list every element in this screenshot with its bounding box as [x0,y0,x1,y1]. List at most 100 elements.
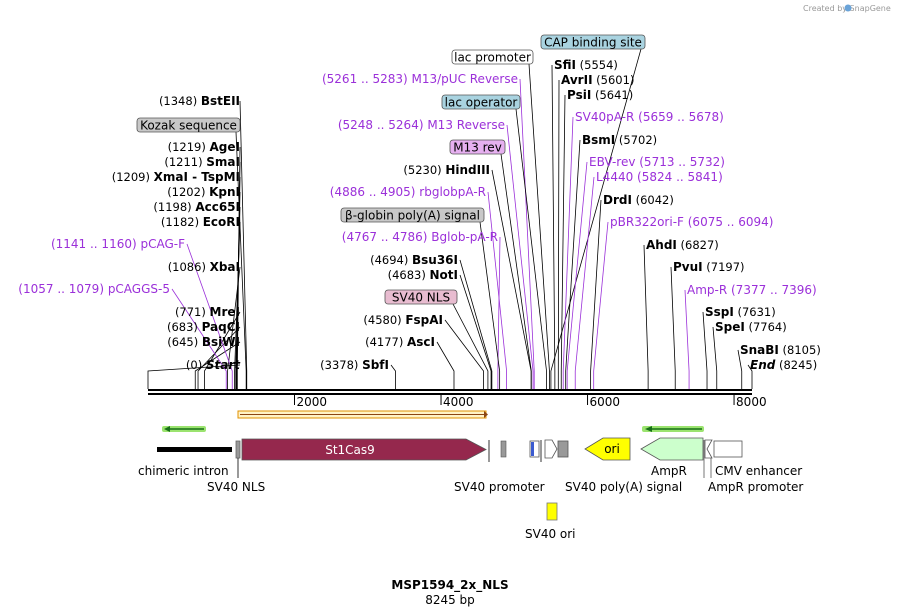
feature-box[interactable] [451,49,534,65]
enzyme-position: (1211) [164,155,206,169]
enzyme-sfii[interactable]: SfiI (5554) [554,58,618,72]
primer-position: (4886 .. 4905) [330,185,420,199]
enzyme-name: NotI [430,268,459,282]
enzyme-asci[interactable]: (4177) AscI [365,335,435,349]
st1cas9-feature[interactable]: St1Cas9 [241,438,487,461]
enzyme-xbai[interactable]: (1086) XbaI [168,260,240,274]
leader-lac-operator [515,108,547,389]
feature-label: SV40 NLS [392,291,450,305]
feature-lac-operator[interactable]: lac operator [441,94,521,110]
feature-box[interactable] [384,289,458,305]
ampr-feature[interactable]: AmpR CMV enhancer AmpR promoter [640,426,803,494]
enzyme-ecori[interactable]: (1182) EcoRI [161,215,240,229]
enzyme-bsu36i[interactable]: (4694) Bsu36I [370,253,458,267]
sv40-promoter-arrow[interactable] [544,439,558,459]
enzyme-name: SpeI [715,320,745,334]
enzyme-snabi[interactable]: SnaBI (8105) [740,343,821,357]
primer-m13-reverse[interactable]: (5248 .. 5264) M13 Reverse [338,118,505,132]
sv40-nls-feature[interactable]: SV40 NLS [207,440,265,494]
feature-kozak-sequence[interactable]: Kozak sequence [136,117,241,133]
ampr-arrow[interactable] [640,437,704,461]
enzyme-start[interactable]: (0) Start [186,358,241,372]
sv40-ori-box[interactable] [546,502,558,521]
enzyme-pvui[interactable]: PvuI (7197) [673,260,745,274]
sv40-promoter-feature[interactable]: SV40 promoter SV40 poly(A) signal [454,439,682,494]
primer-bglob-pa-r[interactable]: (4767 .. 4786) Bglob-pA-R [342,230,498,244]
ori-arrow[interactable] [584,437,631,461]
leader-paqci [197,326,241,389]
sv40-ori-feature[interactable]: SV40 ori [525,502,576,541]
sv40-nls-box[interactable] [235,440,241,459]
st1cas9-label: St1Cas9 [325,443,375,457]
feature-sv40-nls[interactable]: SV40 NLS [384,289,458,305]
left-arrow-icon [645,426,652,432]
enzyme-drdi[interactable]: DrdI (6042) [603,193,674,207]
primer-amp-r[interactable]: Amp-R (7377 .. 7396) [687,283,817,297]
enzyme-bsmi[interactable]: BsmI (5702) [582,133,657,147]
enzyme-position: (3378) [320,358,362,372]
enzyme-kpni[interactable]: (1202) KpnI [167,185,240,199]
enzyme-position: (1198) [153,200,195,214]
enzyme-ahdi[interactable]: AhdI (6827) [646,238,719,252]
enzyme-hindiii[interactable]: (5230) HindIII [403,163,490,177]
leader-m13-puc-reverse [519,78,535,389]
primer-rbglobpa-r[interactable]: (4886 .. 4905) rbglobpA-R [330,185,486,199]
enzyme-xmai-tspmi[interactable]: (1209) XmaI - TspMI [112,170,240,184]
feature-cap-binding-site[interactable]: CAP binding site [540,34,646,50]
feature-globin-poly-a-signal[interactable]: β-globin poly(A) signal [340,207,485,223]
feature-lac-promoter[interactable]: lac promoter [451,49,534,65]
ori-feature[interactable]: ori [584,437,631,461]
lac-box[interactable] [529,440,540,458]
feature-box[interactable] [136,117,241,133]
enzyme-bsiwi[interactable]: (645) BsiWI [167,335,240,349]
feature-box[interactable] [449,139,506,155]
enzyme-psii[interactable]: PsiI (5641) [567,88,633,102]
primer-ebv-rev[interactable]: EBV-rev (5713 .. 5732) [589,155,725,169]
sv40-polya-box[interactable] [557,440,569,458]
primer-m13-puc-reverse[interactable]: (5261 .. 5283) M13/pUC Reverse [322,72,518,86]
st1cas9-arrow[interactable] [241,438,487,461]
enzyme-spei[interactable]: SpeI (7764) [715,320,787,334]
enzyme-avrii[interactable]: AvrII (5601) [561,73,634,87]
beta-globin-polya-box[interactable] [500,440,507,458]
feature-box[interactable] [540,34,646,50]
enzyme-smai[interactable]: (1211) SmaI [164,155,240,169]
feature-box[interactable] [441,94,521,110]
feature-m13-rev[interactable]: M13 rev [449,139,506,155]
enzyme-fspai[interactable]: (4580) FspAI [363,313,443,327]
primer-position: (5659 .. 5678) [634,110,724,124]
ampr-promoter-arrow[interactable] [704,439,713,459]
plasmid-size: 8245 bp [425,593,475,607]
enzyme-name: PaqCI [202,320,240,334]
enzyme-sbfi[interactable]: (3378) SbfI [320,358,389,372]
enzyme-sspi[interactable]: SspI (7631) [705,305,776,319]
enzyme-end[interactable]: End (8245) [750,358,817,372]
enzyme-mrei[interactable]: (771) MreI [175,305,240,319]
enzyme-position: (5230) [403,163,445,177]
primer-pbr322ori-f[interactable]: pBR322ori-F (6075 .. 6094) [610,215,773,229]
primer-sv40pa-r[interactable]: SV40pA-R (5659 .. 5678) [575,110,724,124]
enzyme-acc65i[interactable]: (1198) Acc65I [153,200,240,214]
orf-bar[interactable] [237,410,488,419]
plasmid-title: MSP1594_2x_NLS 8245 bp [391,578,508,607]
enzyme-position: (4177) [365,335,407,349]
leader-asci [436,341,455,389]
leader-sfii [551,64,556,389]
enzyme-name: AhdI [646,238,677,252]
primer-l4440[interactable]: L4440 (5824 .. 5841) [596,170,723,184]
plasmid-name: MSP1594_2x_NLS [391,578,508,593]
enzyme-bsteii[interactable]: (1348) BstEII [159,94,240,108]
enzyme-position: (7631) [734,305,776,319]
leader-l4440 [574,176,595,389]
primer-pcaggs-5[interactable]: (1057 .. 1079) pCAGGS-5 [18,282,170,296]
enzyme-paqci[interactable]: (683) PaqCI [167,320,240,334]
feature-box[interactable] [340,207,485,223]
chimeric-intron-feature[interactable]: chimeric intron [138,426,232,478]
leader-sbfi [390,364,396,389]
leader-lac-promoter [528,63,550,389]
primer-pcag-f[interactable]: (1141 .. 1160) pCAG-F [51,237,185,251]
enzyme-agei[interactable]: (1219) AgeI [168,140,240,154]
enzyme-noti[interactable]: (4683) NotI [388,268,458,282]
chimeric-intron-bar[interactable] [157,447,232,452]
cmv-enhancer-box[interactable] [713,440,743,458]
